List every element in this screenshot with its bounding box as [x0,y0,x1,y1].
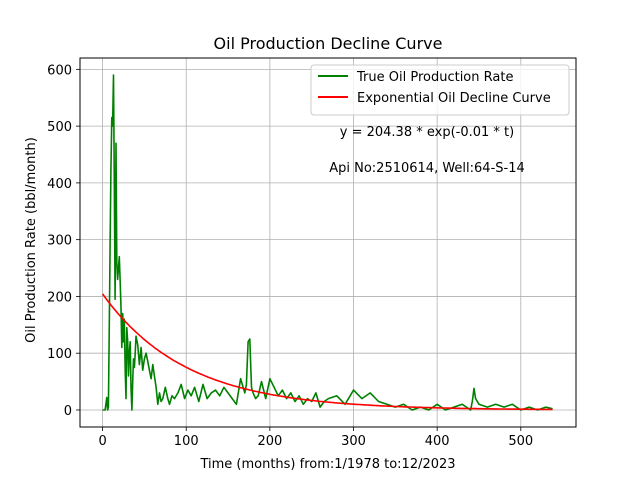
y-tick-label: 200 [47,290,72,305]
x-tick-label: 400 [425,434,450,449]
fit-equation-annotation: y = 204.38 * exp(-0.01 * t) [340,125,514,140]
y-axis-label: Oil Production Rate (bbl/month) [24,137,39,343]
y-tick-label: 400 [47,177,72,192]
series-layer [101,74,553,411]
y-tick-label: 100 [47,347,72,362]
y-tick-label: 300 [47,234,72,249]
y-tick-label: 500 [47,120,72,135]
x-tick-label: 500 [508,434,533,449]
x-tick-label: 200 [257,434,282,449]
y-tick-label: 600 [47,63,72,78]
legend-box [310,64,570,116]
legend-label-exp-fit: Exponential Oil Decline Curve [357,91,551,106]
legend-label-true-oil: True Oil Production Rate [356,70,513,85]
series-line-exp-fit [101,293,553,411]
x-axis-ticks: 0 100 200 300 400 500 [98,427,533,449]
well-info-annotation: Api No:2510614, Well:64-S-14 [329,161,525,176]
y-axis-ticks: 0 100 200 300 400 500 600 [47,63,80,419]
chart-title: Oil Production Decline Curve [214,34,443,53]
y-tick-label: 0 [64,404,72,419]
x-tick-label: 0 [98,434,106,449]
x-tick-label: 300 [341,434,366,449]
legend: True Oil Production Rate Exponential Oil… [310,64,570,116]
x-tick-label: 100 [174,434,199,449]
plot-frame [79,57,577,428]
x-axis-label: Time (months) from:1/1978 to:12/2023 [199,457,455,472]
